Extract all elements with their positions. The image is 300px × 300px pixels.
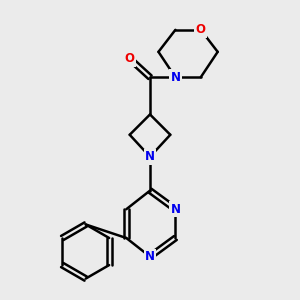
Text: N: N	[170, 71, 180, 84]
Text: N: N	[145, 250, 155, 263]
Text: O: O	[196, 23, 206, 36]
Text: O: O	[125, 52, 135, 65]
Text: N: N	[145, 150, 155, 163]
Text: N: N	[170, 203, 180, 216]
